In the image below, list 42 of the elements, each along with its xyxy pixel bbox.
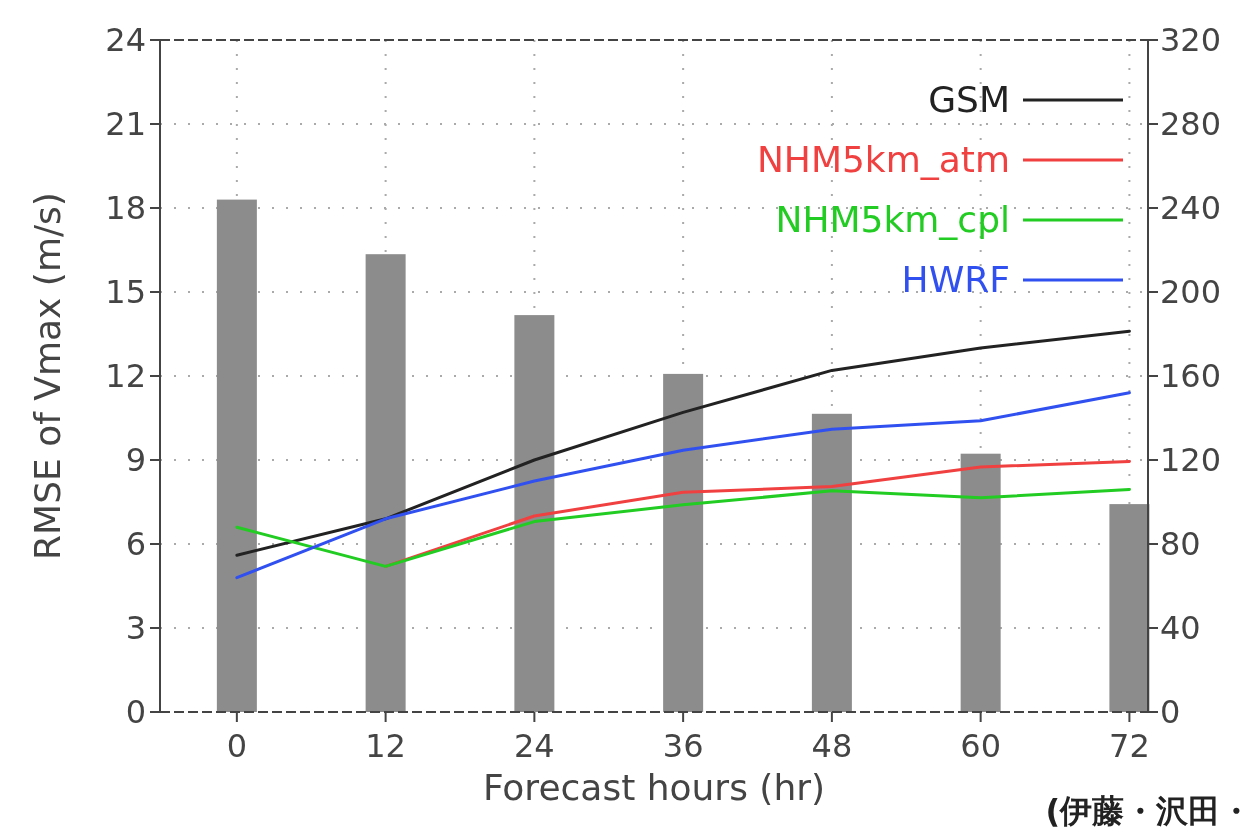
y-tick-label: 3 (125, 609, 146, 647)
y2-tick-label: 280 (1160, 105, 1222, 143)
y-tick-label: 15 (105, 273, 146, 311)
bar (1109, 504, 1150, 712)
legend-label: HWRF (901, 259, 1010, 300)
bar (365, 254, 406, 712)
line-series (235, 391, 1131, 580)
y-tick-label: 12 (105, 357, 146, 395)
x-tick-label: 60 (960, 727, 1002, 765)
y2-tick-label: 0 (1160, 693, 1181, 731)
y-tick-label: 6 (125, 525, 146, 563)
x-tick-label: 24 (514, 727, 555, 765)
text: (伊藤・沢田・ (1045, 792, 1252, 830)
y2-tick-label: 240 (1160, 189, 1222, 227)
x-tick-label: 72 (1109, 727, 1150, 765)
bar (811, 413, 852, 712)
y-tick-label: 9 (125, 441, 146, 479)
bar (663, 373, 704, 712)
line-series (235, 329, 1131, 557)
y-tick-label: 0 (125, 693, 146, 731)
y2-tick-label: 40 (1160, 609, 1201, 647)
x-tick-label: 36 (662, 727, 704, 765)
bar (514, 315, 555, 712)
line-series (235, 487, 1131, 568)
x-tick-label: 0 (226, 727, 248, 765)
y2-tick-label: 120 (1160, 441, 1222, 479)
y-tick-label: 24 (105, 21, 146, 59)
bar (960, 453, 1001, 712)
legend-label: NHM5km_cpl (775, 199, 1010, 240)
x-tick-label: 48 (811, 727, 853, 765)
y2-tick-label: 80 (1160, 525, 1201, 563)
y-tick-label: 18 (105, 189, 146, 227)
bar (216, 199, 257, 712)
legend-label: NHM5km_atm (756, 139, 1010, 180)
x-axis-title: Forecast hours (hr) (482, 767, 826, 808)
legend-label: GSM (928, 79, 1010, 120)
x-tick-label: 12 (365, 727, 406, 765)
y-tick-label: 21 (105, 105, 146, 143)
y2-tick-label: 320 (1160, 21, 1222, 59)
y2-tick-label: 160 (1160, 357, 1222, 395)
y2-tick-label: 200 (1160, 273, 1222, 311)
y-axis-title: RMSE of Vmax (m/s) (27, 192, 68, 560)
